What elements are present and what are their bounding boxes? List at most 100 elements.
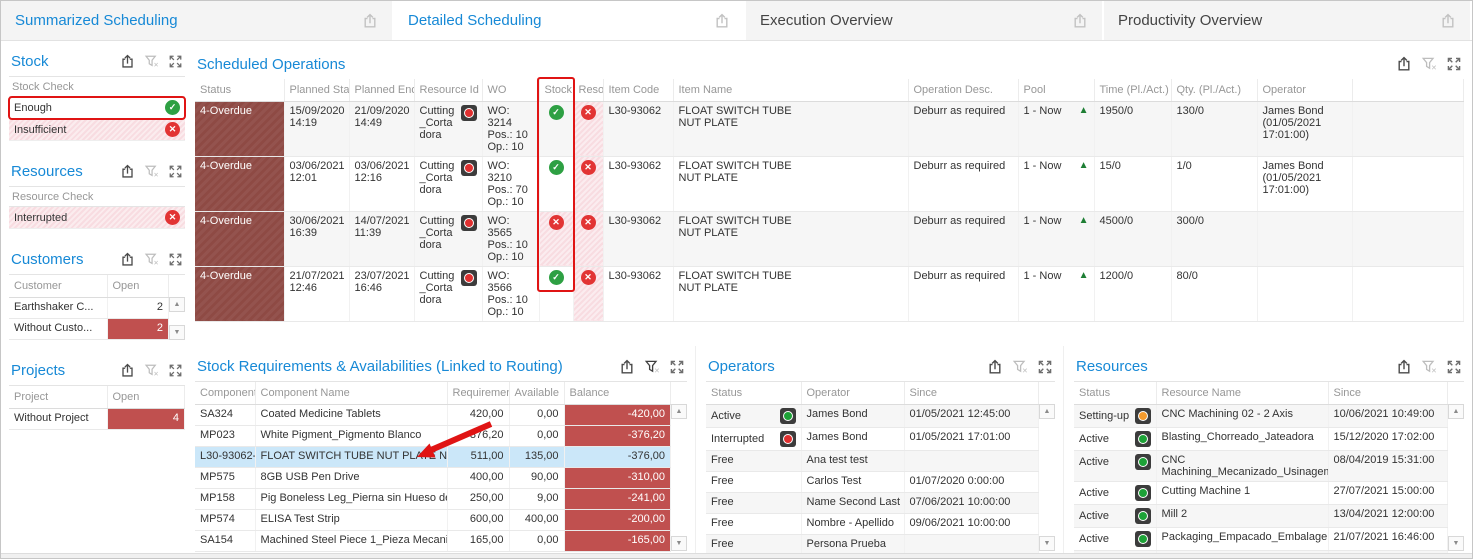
column-header-since[interactable]: Since [1328,382,1448,405]
column-header-available[interactable]: Available [509,382,565,405]
filter-clear-icon[interactable] [144,54,159,69]
resource-row[interactable]: Active Mill 2 13/04/2021 12:00:00 [1074,504,1448,528]
scrollbar[interactable]: ▲ ▼ [1039,404,1055,551]
resource-row[interactable]: Active Cutting Machine 1 27/07/2021 15:0… [1074,481,1448,505]
operator-row[interactable]: Free Ana test test [706,450,1039,472]
resource-row[interactable]: Active CNC Machining_Mecanizado_Usinagem… [1074,450,1448,482]
operator-row[interactable]: Free Persona Prueba [706,534,1039,556]
column-header-operator[interactable]: Operator [801,382,905,405]
component-row[interactable]: SA154 Machined Steel Piece 1_Pieza Mecan… [195,530,671,552]
column-header-time[interactable]: Time (Pl./Act.) [1094,79,1172,102]
operator-row[interactable]: Free Nombre - Apellido 09/06/2021 10:00:… [706,513,1039,535]
customer-row[interactable]: Earthshaker C... 2 [9,297,169,319]
component-row[interactable]: MP575 8GB USB Pen Drive 400,00 90,00 -31… [195,467,671,489]
scroll-up-icon[interactable]: ▲ [169,297,185,312]
column-header-reso[interactable]: Reso... [573,79,604,102]
operator-row[interactable]: Interrupted James Bond 01/05/2021 17:01:… [706,427,1039,451]
operation-row[interactable]: 4-Overdue 21/07/2021 12:46 23/07/2021 16… [195,266,1464,322]
operation-row[interactable]: 4-Overdue 15/09/2020 14:19 21/09/2020 14… [195,101,1464,157]
column-header-open[interactable]: Open [107,386,185,409]
column-header-status[interactable]: Status [706,382,802,405]
export-icon[interactable] [362,13,378,29]
export-icon[interactable] [120,252,135,267]
tab-summarized-scheduling[interactable]: Summarized Scheduling [1,1,394,40]
column-header-item-code[interactable]: Item Code [603,79,674,102]
operator-row[interactable]: Free Carlos Test 01/07/2020 0:00:00 [706,471,1039,493]
scrollbar[interactable]: ▲ ▼ [671,404,687,551]
scrollbar[interactable]: ▲ ▼ [169,297,185,340]
scroll-down-icon[interactable]: ▼ [671,536,687,551]
column-header-operator[interactable]: Operator [1257,79,1353,102]
operation-row[interactable]: 4-Overdue 30/06/2021 16:39 14/07/2021 11… [195,211,1464,267]
column-header-wo[interactable]: WO [482,79,540,102]
column-header-stock[interactable]: Stock [539,79,574,102]
tab-execution-overview[interactable]: Execution Overview [746,1,1104,40]
expand-icon[interactable] [669,359,685,375]
scroll-down-icon[interactable]: ▼ [169,325,185,340]
filter-clear-icon[interactable] [1421,56,1437,72]
operator-row[interactable]: Active James Bond 01/05/2021 12:45:00 [706,404,1039,428]
column-header-requirement[interactable]: Requirement [447,382,510,405]
column-header-qty[interactable]: Qty. (Pl./Act.) [1171,79,1258,102]
column-header-planned-end[interactable]: Planned End [349,79,415,102]
expand-icon[interactable] [168,252,183,267]
column-header-project[interactable]: Project [9,386,108,409]
column-header-component[interactable]: Component [195,382,256,405]
filter-clear-icon[interactable] [144,164,159,179]
scroll-up-icon[interactable]: ▲ [1448,404,1464,419]
column-header-component-name[interactable]: Component Name [255,382,448,405]
operator-row[interactable]: Free Name Second Last 07/06/2021 10:00:0… [706,492,1039,514]
filter-clear-icon[interactable] [1421,359,1437,375]
export-icon[interactable] [120,363,135,378]
component-row[interactable]: MP574 ELISA Test Strip 600,00 400,00 -20… [195,509,671,531]
filter-clear-icon[interactable] [144,252,159,267]
column-header-resource-id[interactable]: Resource Id [414,79,483,102]
resource-row[interactable]: Setting-up CNC Machining 02 - 2 Axis 10/… [1074,404,1448,428]
column-header-open[interactable]: Open [107,275,169,298]
expand-icon[interactable] [1037,359,1053,375]
component-row[interactable]: MP158 Pig Boneless Leg_Pierna sin Hueso … [195,488,671,510]
component-row[interactable]: L30-93062-LC FLOAT SWITCH TUBE NUT PLATE… [195,446,671,468]
column-header-operation-desc[interactable]: Operation Desc. [908,79,1019,102]
export-icon[interactable] [1072,13,1088,29]
stock-check-row[interactable]: Insufficient [9,119,185,141]
scroll-up-icon[interactable]: ▲ [671,404,687,419]
expand-icon[interactable] [1446,56,1462,72]
export-icon[interactable] [120,164,135,179]
scrollbar[interactable]: ▲ ▼ [1448,404,1464,551]
scroll-down-icon[interactable]: ▼ [1448,536,1464,551]
column-header-status[interactable]: Status [1074,382,1157,405]
export-icon[interactable] [1396,359,1412,375]
expand-icon[interactable] [168,164,183,179]
column-header-resource-name[interactable]: Resource Name [1156,382,1329,405]
expand-icon[interactable] [168,54,183,69]
tab-productivity-overview[interactable]: Productivity Overview [1104,1,1472,40]
export-icon[interactable] [1396,56,1412,72]
column-header-balance[interactable]: Balance [564,382,671,405]
filter-clear-icon[interactable] [1012,359,1028,375]
scroll-up-icon[interactable]: ▲ [1039,404,1055,419]
operation-row[interactable]: 4-Overdue 03/06/2021 12:01 03/06/2021 12… [195,156,1464,212]
scroll-down-icon[interactable]: ▼ [1039,536,1055,551]
stock-check-row[interactable]: Enough [8,96,186,120]
expand-icon[interactable] [1446,359,1462,375]
export-icon[interactable] [714,13,730,29]
export-icon[interactable] [1440,13,1456,29]
expand-icon[interactable] [168,363,183,378]
export-icon[interactable] [987,359,1003,375]
column-header-customer[interactable]: Customer [9,275,108,298]
resource-row[interactable]: Active Packaging_Empacado_Embalagem 21/0… [1074,527,1448,551]
component-row[interactable]: SA324 Coated Medicine Tablets 420,00 0,0… [195,404,671,426]
filter-active-icon[interactable] [644,359,660,375]
column-header-item-name[interactable]: Item Name [673,79,909,102]
customer-row[interactable]: Without Custo... 2 [9,318,169,341]
resource-row[interactable]: Active Blasting_Chorreado_Jateadora 15/1… [1074,427,1448,451]
filter-clear-icon[interactable] [144,363,159,378]
export-icon[interactable] [619,359,635,375]
tab-detailed-scheduling[interactable]: Detailed Scheduling [394,1,746,40]
component-row[interactable]: MP023 White Pigment_Pigmento Blanco 376,… [195,425,671,447]
column-header-planned-start[interactable]: Planned Start [284,79,350,102]
resource-check-row[interactable]: Interrupted [9,207,185,229]
column-header-since[interactable]: Since [904,382,1039,405]
export-icon[interactable] [120,54,135,69]
